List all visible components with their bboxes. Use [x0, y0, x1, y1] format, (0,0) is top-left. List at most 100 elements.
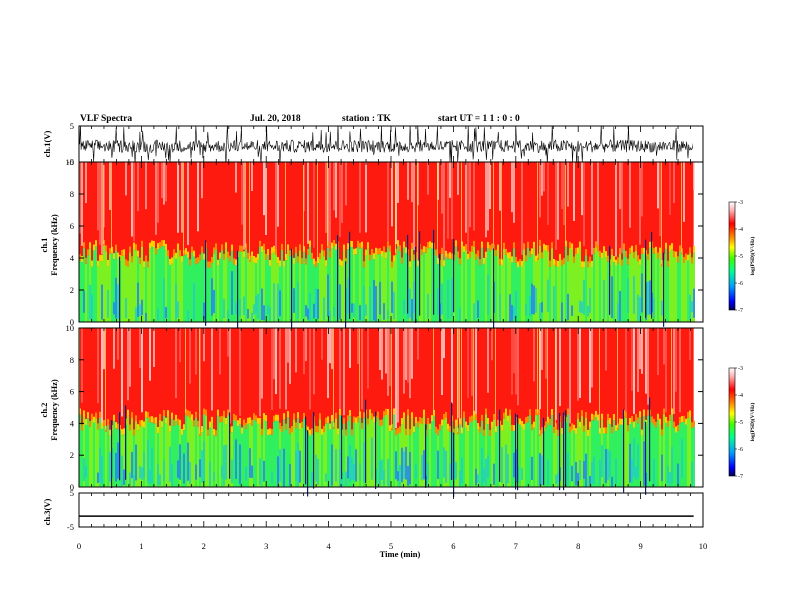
spectrogram-cell	[329, 251, 331, 258]
spectrogram-cell	[121, 255, 123, 322]
spectrogram-cell	[133, 475, 135, 486]
spectrogram-cell	[99, 254, 101, 261]
spectrogram-cell	[145, 411, 147, 418]
spectrogram-cell	[247, 308, 249, 319]
spectrogram-cell	[591, 261, 593, 268]
spectrogram-cell	[365, 255, 367, 322]
colorbar-label: log(PSD)(V²/Hz)	[749, 403, 756, 442]
spectrogram-cell	[193, 426, 195, 487]
spectrogram-cell	[95, 418, 97, 487]
spectrogram-cell	[501, 447, 503, 484]
spectrogram-column	[673, 328, 675, 415]
spectrogram-cell	[163, 240, 165, 247]
x-tick-label: 3	[264, 541, 268, 551]
spectrogram-cell	[295, 246, 297, 253]
spectrogram-cell	[273, 245, 275, 252]
spectrogram-cell	[307, 308, 309, 320]
spectrogram-event	[461, 162, 462, 246]
spectrogram-cell	[289, 434, 291, 487]
spectrogram-cell	[235, 415, 237, 422]
spectrogram-cell	[355, 248, 357, 255]
spectrogram-cell	[81, 256, 83, 263]
spectrogram-cell	[153, 423, 155, 487]
spectrogram-cell	[205, 409, 207, 416]
spectrogram-cell	[131, 262, 133, 322]
spectrogram-cell	[183, 453, 185, 484]
spectrogram-cell	[689, 416, 691, 487]
spectrogram-column	[201, 162, 203, 199]
spectrogram-cell	[165, 423, 167, 487]
spectrogram-cell	[275, 420, 277, 487]
spectrogram-cell	[415, 416, 417, 423]
spectrogram-cell	[531, 283, 533, 315]
spectrogram-column	[197, 162, 199, 232]
spectrogram-column	[683, 162, 685, 222]
spectrogram-cell	[541, 427, 543, 434]
spectrogram-cell	[357, 416, 359, 423]
spectrogram-column	[349, 328, 351, 368]
spectrogram-cell	[529, 257, 531, 322]
spectrogram-cell	[627, 278, 629, 313]
spectrogram-cell	[115, 277, 117, 319]
spectrogram-cell	[441, 425, 443, 487]
spectrogram-cell	[601, 445, 603, 478]
spectrogram-cell	[177, 243, 179, 250]
spectrogram-cell	[233, 419, 235, 487]
spectrogram-cell	[677, 425, 679, 432]
spectrogram-cell	[353, 464, 355, 480]
spectrogram-cell	[279, 260, 281, 267]
spectrogram-cell	[327, 422, 329, 487]
spectrogram-cell	[525, 261, 527, 322]
spectrogram-cell	[485, 408, 487, 415]
spectrogram-cell	[369, 254, 371, 261]
spectrogram-cell	[357, 240, 359, 247]
spectrogram-cell	[83, 458, 85, 482]
spectrogram-cell	[113, 420, 115, 487]
spectrogram-cell	[677, 431, 679, 487]
spectrogram-cell	[577, 412, 579, 419]
spectrogram-cell	[267, 255, 269, 322]
spectrogram-cell	[337, 428, 339, 435]
spectrogram-cell	[583, 461, 585, 479]
spectrogram-cell	[633, 252, 635, 259]
spectrogram-cell	[379, 419, 381, 426]
spectrogram-cell	[373, 416, 375, 423]
spectrogram-cell	[161, 427, 163, 487]
spectrogram-cell	[401, 257, 403, 264]
spectrogram-cell	[103, 425, 105, 487]
spectrogram-column	[129, 328, 131, 387]
spectrogram-cell	[269, 266, 271, 322]
x-tick-label: 6	[451, 541, 455, 551]
x-tick-label: 7	[514, 541, 518, 551]
spectrogram-cell	[251, 312, 253, 322]
spectrogram-cell	[193, 283, 195, 320]
spectrogram-cell	[627, 431, 629, 487]
spectrogram-cell	[89, 284, 91, 320]
spectrogram-cell	[571, 423, 573, 430]
spectrogram-cell	[689, 247, 691, 254]
spectrogram-cell	[291, 426, 293, 433]
spectrogram-cell	[437, 450, 439, 479]
spectrogram-cell	[497, 425, 499, 487]
spectrogram-cell	[159, 420, 161, 487]
spectrogram-cell	[669, 472, 671, 487]
spectrogram-cell	[345, 435, 347, 487]
spectrogram-cell	[673, 427, 675, 487]
spectrogram-cell	[281, 243, 283, 250]
spectrogram-cell	[101, 455, 103, 485]
spectrogram-cell	[199, 459, 201, 478]
spectrogram-cell	[339, 408, 341, 415]
spectrogram-cell	[141, 240, 143, 247]
spectrogram-cell	[289, 428, 291, 435]
spectrogram-event	[433, 328, 434, 414]
spectrogram-cell	[263, 243, 265, 250]
spectrogram-cell	[529, 409, 531, 416]
spectrogram-cell	[661, 454, 663, 481]
spectrogram-cell	[389, 431, 391, 487]
spectrogram-cell	[129, 472, 131, 486]
spectrogram-cell	[513, 425, 515, 432]
spectrogram-cell	[293, 257, 295, 264]
spectrogram-cell	[407, 409, 409, 416]
spectrogram-cell	[387, 415, 389, 487]
spectrogram-cell	[259, 423, 261, 487]
